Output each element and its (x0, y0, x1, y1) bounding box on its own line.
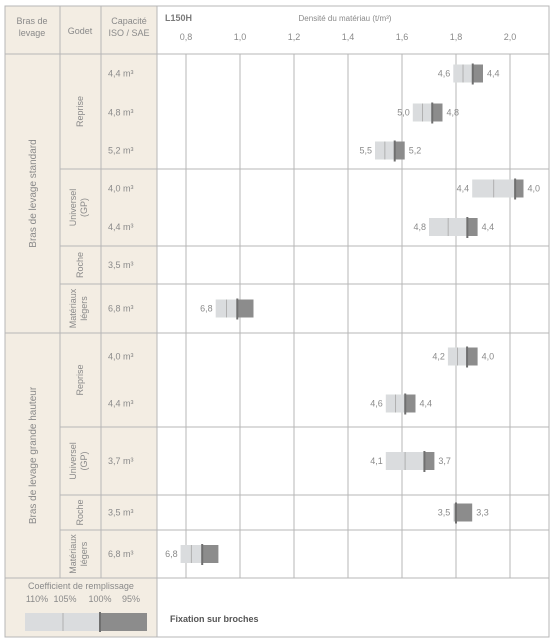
group-label: Roche (75, 252, 85, 278)
bar-fill-100-95 (515, 179, 524, 198)
bar-fill-100-95 (432, 103, 443, 122)
header-capacity-label: ISO / SAE (108, 28, 149, 38)
group-label: Reprise (75, 364, 85, 395)
header-arm-label: Bras de (16, 16, 47, 26)
legend-pct-label: 110% (26, 594, 48, 604)
fixation-label: Fixation sur broches (170, 614, 259, 624)
capacity-label: 4,4 m³ (108, 399, 134, 409)
capacity-label: 4,0 m³ (108, 184, 134, 194)
bar-fill-100-95 (472, 64, 483, 83)
group-label: Matériaux (68, 534, 78, 574)
legend-pct-label: 105% (53, 594, 76, 604)
data-label-110: 4,6 (438, 69, 451, 79)
group-label: légers (79, 541, 89, 566)
x-tick-label: 1,0 (234, 32, 247, 42)
capacity-label: 6,8 m³ (108, 549, 134, 559)
axis-title: Densité du matériau (t/m³) (299, 14, 392, 23)
legend-pct-label: 100% (88, 594, 111, 604)
x-tick-label: 1,2 (288, 32, 301, 42)
capacity-label: 4,4 m³ (108, 222, 134, 232)
data-label-110: 4,8 (413, 222, 426, 232)
bar-fill-100-95 (405, 394, 416, 413)
group-label: (GP) (79, 198, 89, 217)
x-tick-label: 2,0 (504, 32, 517, 42)
bar-fill-100-95 (237, 299, 254, 318)
group-label: Matériaux (68, 288, 78, 328)
legend-bar-dark (100, 613, 147, 631)
x-tick-label: 1,4 (342, 32, 355, 42)
bar-fill-100-95 (394, 141, 405, 160)
capacity-label: 3,5 m³ (108, 508, 134, 518)
group-label: Universel (68, 189, 78, 227)
arm-label: Bras de levage standard (28, 139, 39, 247)
data-label-95: 4,4 (482, 222, 495, 232)
data-label-95: 4,0 (528, 184, 541, 194)
data-label-110: 4,6 (370, 399, 383, 409)
model-label: L150H (165, 13, 192, 23)
data-label-95: 4,0 (482, 352, 495, 362)
data-label-110: 6,8 (200, 304, 213, 314)
group-label: (GP) (79, 451, 89, 470)
data-label-95: 4,4 (487, 69, 500, 79)
label-column-bg (5, 6, 157, 578)
x-tick-label: 1,6 (396, 32, 409, 42)
group-label: Reprise (75, 96, 85, 127)
capacity-label: 5,2 m³ (108, 146, 134, 156)
group-label: légers (79, 296, 89, 321)
data-label-95: 4,4 (420, 399, 433, 409)
header-capacity-label: Capacité (111, 16, 147, 26)
capacity-label: 4,0 m³ (108, 352, 134, 362)
capacity-label: 4,4 m³ (108, 69, 134, 79)
data-label-110: 4,2 (432, 352, 445, 362)
data-label-110: 5,0 (397, 108, 410, 118)
header-bucket-label: Godet (68, 26, 93, 36)
bar-fill-100-95 (202, 545, 219, 563)
data-label-110: 5,5 (359, 146, 372, 156)
capacity-label: 3,5 m³ (108, 260, 134, 270)
data-label-95: 3,7 (438, 456, 451, 466)
bar-fill-100-95 (467, 347, 478, 366)
capacity-label: 4,8 m³ (108, 108, 134, 118)
group-label: Universel (68, 442, 78, 480)
data-label-95: 3,3 (476, 508, 489, 518)
capacity-label: 6,8 m³ (108, 304, 134, 314)
legend-title: Coefficient de remplissage (28, 581, 134, 591)
data-label-95: 4,8 (447, 108, 460, 118)
data-label-110: 4,4 (457, 184, 470, 194)
data-label-110: 3,5 (438, 508, 451, 518)
data-label-110: 4,1 (370, 456, 383, 466)
capacity-label: 3,7 m³ (108, 456, 134, 466)
x-tick-label: 1,8 (450, 32, 463, 42)
bar-fill-100-95 (456, 503, 473, 522)
bar-fill-100-95 (467, 218, 478, 236)
group-label: Roche (75, 499, 85, 525)
data-label-110: 6,8 (165, 549, 178, 559)
outer-frame (4, 5, 550, 638)
legend-pct-label: 95% (122, 594, 140, 604)
data-label-95: 5,2 (409, 146, 422, 156)
arm-label: Bras de levage grande hauteur (28, 386, 39, 524)
header-arm-label: levage (19, 28, 46, 38)
x-tick-label: 0,8 (180, 32, 193, 42)
bar-fill-100-95 (424, 452, 435, 470)
